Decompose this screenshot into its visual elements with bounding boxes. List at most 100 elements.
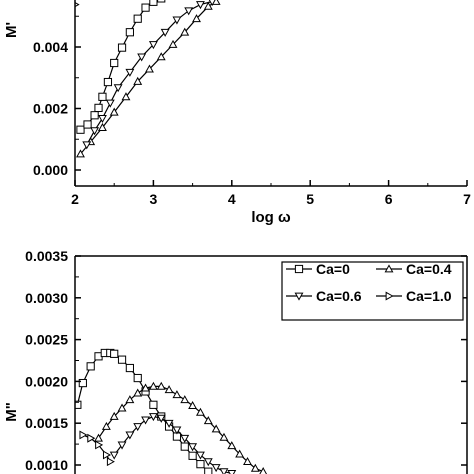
top-data-point <box>192 14 201 23</box>
top-data-point <box>125 28 134 37</box>
bottom-data-point <box>188 401 198 410</box>
bottom-data-point <box>125 431 135 440</box>
top-data-point <box>105 99 115 108</box>
bottom-series-layer <box>75 348 268 474</box>
top-data-point <box>117 43 127 52</box>
bottom-data-point <box>259 467 268 474</box>
bottom-data-point <box>141 383 151 392</box>
bottom-data-point <box>227 441 237 450</box>
top-y-tick-label: 0.002 <box>33 101 68 117</box>
bottom-y-tick-label: 0.0025 <box>25 332 68 348</box>
top-data-point <box>148 41 158 50</box>
bottom-data-point <box>133 423 143 432</box>
bottom-y-tick-label: 0.0030 <box>25 290 68 306</box>
bottom-data-point <box>148 381 158 390</box>
top-x-tick-label: 2 <box>71 191 79 207</box>
top-data-point <box>98 92 107 101</box>
bottom-data-point <box>117 441 127 450</box>
top-data-point <box>168 39 178 48</box>
bottom-data-point <box>180 395 190 404</box>
bottom-data-point <box>188 443 198 452</box>
bottom-data-point <box>86 362 95 371</box>
bottom-data-point <box>148 413 158 422</box>
legend-marker <box>385 291 394 301</box>
top-data-point <box>195 1 205 10</box>
bottom-data-point <box>219 432 229 441</box>
top-data-point <box>133 14 142 23</box>
top-series-line <box>80 0 217 155</box>
bottom-y-tick-label: 0.0010 <box>25 457 68 473</box>
bottom-y-tick-label: 0.0015 <box>25 415 68 431</box>
bottom-data-point <box>196 460 205 469</box>
bottom-data-point <box>141 416 151 425</box>
bottom-data-point <box>219 468 229 474</box>
top-data-point <box>156 52 166 61</box>
top-data-point <box>160 28 170 37</box>
bottom-data-point <box>243 457 252 466</box>
top-series-line <box>80 0 160 131</box>
top-data-point <box>172 16 182 25</box>
legend-label: Ca=1.0 <box>406 288 452 304</box>
bottom-data-point <box>75 400 82 409</box>
bottom-data-point <box>133 373 142 383</box>
legend-box <box>281 261 464 321</box>
top-data-point <box>90 111 99 120</box>
top-x-tick-label: 5 <box>306 191 314 207</box>
top-x-tick-label: 4 <box>228 191 236 207</box>
bottom-data-point <box>125 363 134 373</box>
legend-label: Ca=0 <box>316 261 350 277</box>
bottom-data-point <box>109 411 119 420</box>
top-data-point <box>82 141 92 150</box>
bottom-data-point <box>195 451 205 460</box>
top-data-point <box>103 77 113 87</box>
legend-item: Ca=0.6 <box>286 288 362 304</box>
bottom-data-point <box>117 403 127 412</box>
bottom-data-point <box>203 416 213 425</box>
top-data-point <box>180 27 190 36</box>
top-data-point <box>110 58 119 68</box>
top-series-triangle-up <box>76 0 221 158</box>
bottom-data-point <box>204 467 213 474</box>
top-data-point <box>137 53 147 62</box>
legend-item: Ca=1.0 <box>376 288 452 304</box>
legend-label: Ca=0.4 <box>406 261 452 277</box>
bottom-y-tick-label: 0.0020 <box>25 373 68 389</box>
legend-marker <box>294 292 304 301</box>
bottom-data-point <box>102 450 111 460</box>
bottom-data-point <box>87 433 96 443</box>
top-data-point <box>157 0 166 3</box>
top-plot-area <box>75 0 221 158</box>
top-data-point <box>203 1 213 10</box>
top-data-point <box>149 0 158 6</box>
top-axis-layer: 2 3 4 5 6 7 0.000 0.002 0.004 <box>33 0 471 207</box>
bottom-data-point <box>164 385 174 394</box>
top-data-point <box>90 127 100 136</box>
top-data-point <box>113 84 123 93</box>
bottom-data-point <box>211 464 221 473</box>
legend-label: Ca=0.6 <box>316 288 362 304</box>
legend-item: Ca=0 <box>286 261 350 277</box>
top-x-tick-label: 6 <box>385 191 393 207</box>
legend-item: Ca=0.4 <box>376 261 452 277</box>
top-data-point <box>76 149 85 158</box>
bottom-data-point <box>94 433 103 442</box>
bottom-data-point <box>156 381 166 390</box>
bottom-data-point <box>235 449 245 458</box>
bottom-series-square <box>75 348 213 474</box>
bottom-data-point <box>95 440 104 450</box>
bottom-data-point <box>172 426 182 435</box>
bottom-plot-area <box>75 348 268 474</box>
top-data-point <box>83 120 92 129</box>
bottom-data-point <box>149 400 158 409</box>
bottom-series-triangle-down <box>109 413 237 474</box>
top-data-point <box>208 0 216 7</box>
legend-marker <box>384 264 394 273</box>
bottom-data-point <box>180 442 189 451</box>
top-data-point <box>133 76 143 85</box>
bottom-series-triangle-right <box>79 430 115 467</box>
bottom-data-point <box>180 434 190 443</box>
bottom-data-point <box>125 395 135 404</box>
top-data-point <box>94 103 103 112</box>
legend-marker <box>294 264 304 274</box>
